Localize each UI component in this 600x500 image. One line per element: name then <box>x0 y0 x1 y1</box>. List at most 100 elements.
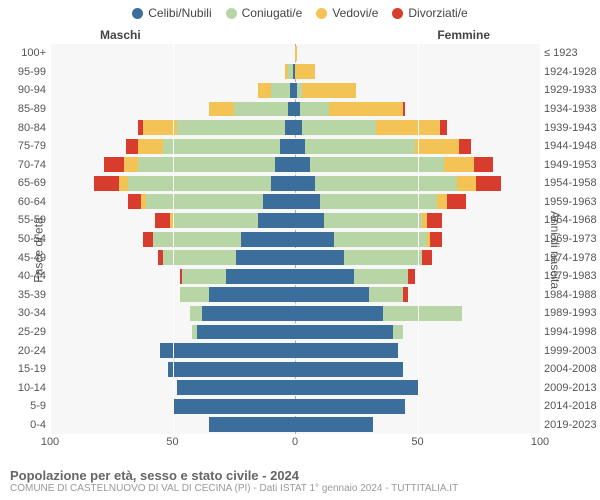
segment-celibi <box>280 139 295 154</box>
segment-celibi <box>295 362 403 377</box>
x-tick: 50 <box>166 436 178 448</box>
age-row: 75-791944-1948 <box>50 137 540 156</box>
female-bar <box>295 83 356 98</box>
x-tick: 0 <box>292 436 298 448</box>
female-label: Femmine <box>437 28 490 42</box>
age-band-label: 100+ <box>6 47 46 59</box>
female-bar <box>295 194 466 209</box>
segment-celibi <box>295 139 305 154</box>
segment-coniugati <box>320 194 438 209</box>
age-band-label: 0-4 <box>6 419 46 431</box>
segment-coniugati <box>138 157 275 172</box>
segment-vedovi <box>329 102 403 117</box>
segment-divorziati <box>126 139 138 154</box>
segment-divorziati <box>143 232 153 247</box>
female-bar <box>295 120 447 135</box>
segment-celibi <box>160 343 295 358</box>
male-bar <box>180 287 295 302</box>
segment-celibi <box>173 399 296 414</box>
segment-coniugati <box>383 306 461 321</box>
footer-subtitle: COMUNE DI CASTELNUOVO DI VAL DI CECINA (… <box>10 483 590 494</box>
segment-divorziati <box>403 287 408 302</box>
male-bar <box>173 399 296 414</box>
age-band-label: 65-69 <box>6 177 46 189</box>
birth-year-label: 1994-1998 <box>544 326 598 338</box>
segment-celibi <box>177 380 295 395</box>
segment-coniugati <box>182 269 226 284</box>
segment-divorziati <box>427 213 442 228</box>
segment-vedovi <box>119 176 129 191</box>
segment-divorziati <box>447 194 467 209</box>
legend-item: Divorziati/e <box>392 6 467 20</box>
male-label: Maschi <box>100 28 141 42</box>
segment-divorziati <box>94 176 119 191</box>
age-band-label: 50-54 <box>6 233 46 245</box>
age-row: 95-991924-1928 <box>50 63 540 82</box>
age-band-label: 60-64 <box>6 196 46 208</box>
birth-year-label: 1954-1958 <box>544 177 598 189</box>
segment-celibi <box>226 269 295 284</box>
segment-divorziati <box>440 120 447 135</box>
birth-year-label: 2004-2008 <box>544 363 598 375</box>
segment-vedovi <box>376 120 440 135</box>
segment-celibi <box>295 194 320 209</box>
age-band-label: 85-89 <box>6 103 46 115</box>
age-band-label: 15-19 <box>6 363 46 375</box>
female-bar <box>295 250 432 265</box>
age-band-label: 5-9 <box>6 400 46 412</box>
female-bar <box>295 399 405 414</box>
segment-divorziati <box>403 102 405 117</box>
legend-swatch <box>132 8 143 19</box>
segment-vedovi <box>444 157 473 172</box>
segment-vedovi <box>457 176 477 191</box>
segment-celibi <box>295 269 354 284</box>
legend-swatch <box>316 8 327 19</box>
segment-celibi <box>263 194 295 209</box>
male-bar <box>128 194 295 209</box>
segment-vedovi <box>138 139 163 154</box>
age-row: 50-541969-1973 <box>50 230 540 249</box>
male-bar <box>209 102 295 117</box>
male-bar <box>285 64 295 79</box>
age-row: 60-641959-1963 <box>50 193 540 212</box>
legend-label: Vedovi/e <box>332 6 378 20</box>
segment-celibi <box>295 399 405 414</box>
population-pyramid-chart: Celibi/NubiliConiugati/eVedovi/eDivorzia… <box>0 0 600 500</box>
segment-divorziati <box>422 250 432 265</box>
segment-coniugati <box>334 232 427 247</box>
segment-divorziati <box>459 139 471 154</box>
female-bar <box>295 417 373 432</box>
birth-year-label: 1934-1938 <box>544 103 598 115</box>
male-bar <box>180 269 295 284</box>
plot-area: 100+≤ 192395-991924-192890-941929-193385… <box>50 44 540 434</box>
gridline <box>50 44 51 434</box>
segment-celibi <box>295 380 418 395</box>
age-row: 100+≤ 1923 <box>50 44 540 63</box>
male-bar <box>126 139 295 154</box>
age-row: 0-42019-2023 <box>50 416 540 435</box>
segment-vedovi <box>295 64 315 79</box>
birth-year-label: 1979-1983 <box>544 270 598 282</box>
female-bar <box>295 380 418 395</box>
segment-coniugati <box>393 325 403 340</box>
segment-celibi <box>295 232 334 247</box>
segment-celibi <box>295 176 315 191</box>
age-band-label: 20-24 <box>6 345 46 357</box>
segment-celibi <box>295 120 302 135</box>
legend-swatch <box>392 8 403 19</box>
segment-celibi <box>209 417 295 432</box>
birth-year-label: 1924-1928 <box>544 66 598 78</box>
female-bar <box>295 343 398 358</box>
birth-year-label: 1999-2003 <box>544 345 598 357</box>
segment-vedovi <box>302 83 356 98</box>
female-bar <box>295 287 408 302</box>
legend-label: Divorziati/e <box>408 6 467 20</box>
female-bar <box>295 46 297 61</box>
segment-coniugati <box>190 306 202 321</box>
birth-year-label: 1969-1973 <box>544 233 598 245</box>
birth-year-label: 1949-1953 <box>544 159 598 171</box>
segment-divorziati <box>474 157 494 172</box>
male-bar <box>143 232 295 247</box>
female-bar <box>295 176 501 191</box>
female-bar <box>295 213 442 228</box>
